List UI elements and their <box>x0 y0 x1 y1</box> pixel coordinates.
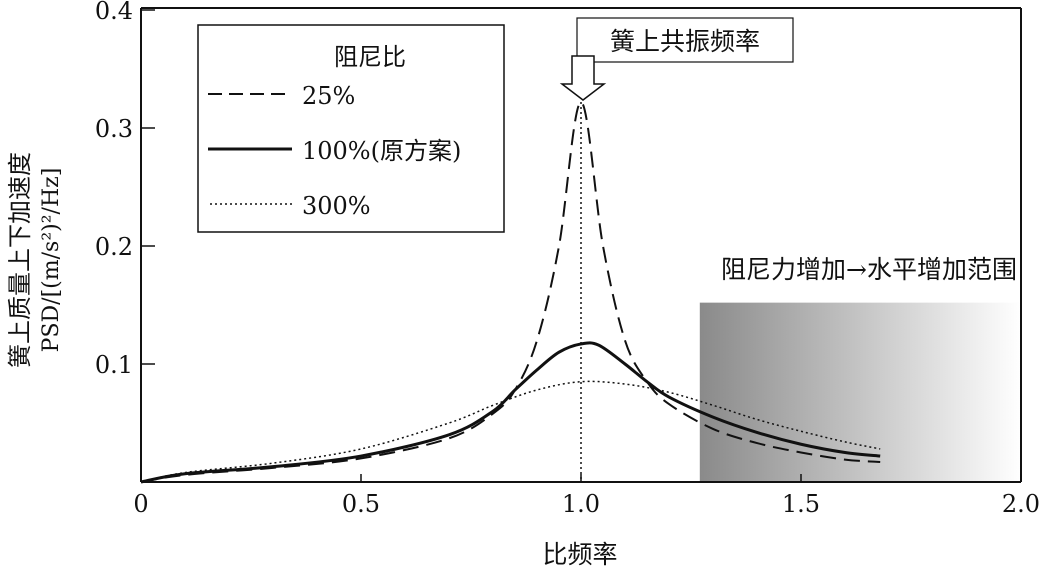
resonance-label-box <box>576 17 794 63</box>
x-axis-label: 比频率 <box>542 540 617 569</box>
x-tick-label: 2.0 <box>1002 490 1040 518</box>
x-tick-label: 0 <box>133 490 148 518</box>
legend-title: 阻尼比 <box>334 43 406 71</box>
down-arrow-icon <box>559 55 607 101</box>
series-line-dotted <box>140 380 881 483</box>
y-tick-label: 0.4 <box>95 0 133 25</box>
x-tick-label: 1.5 <box>782 490 820 518</box>
y-tick-label: 0.3 <box>95 115 133 143</box>
range-annotation: 阻尼力增加→水平增加范围 <box>721 255 1017 284</box>
x-tick-label: 1.0 <box>562 490 600 518</box>
y-axis-label-1: 簧上质量上下加速度 <box>6 152 34 368</box>
increase-range-region <box>699 302 1021 482</box>
y-tick-label: 0.1 <box>95 351 133 379</box>
legend-label: 300% <box>302 192 371 220</box>
legend-box <box>197 24 505 233</box>
legend-label: 100%(原方案) <box>302 137 461 165</box>
resonance-label: 簧上共振频率 <box>610 27 760 56</box>
series-line-solid <box>140 341 881 484</box>
legend-label: 25% <box>302 82 355 110</box>
legend: 阻尼比 25% 100%(原方案) 300% <box>197 24 505 233</box>
y-tick-label: 0.2 <box>95 233 133 261</box>
y-axis-label-2: PSD/[(m/s²)²/Hz] <box>39 168 64 353</box>
x-tick-label: 0.5 <box>342 490 380 518</box>
series-line-dashed <box>140 101 881 483</box>
